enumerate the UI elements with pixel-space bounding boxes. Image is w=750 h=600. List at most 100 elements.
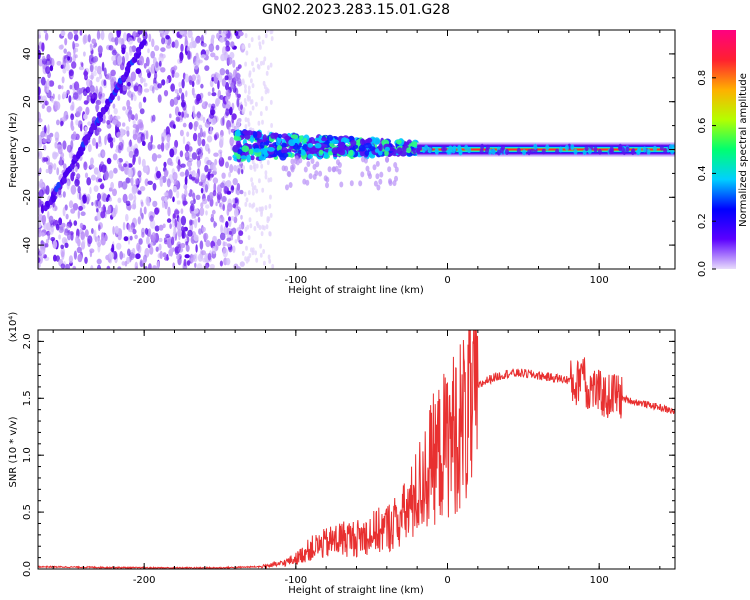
noise-speckle (66, 232, 72, 241)
noise-speckle (197, 253, 203, 262)
noise-speckle (97, 200, 102, 209)
noise-speckle (38, 198, 42, 208)
carrier-speckle (349, 180, 354, 187)
noise-speckle (246, 117, 250, 123)
noise-speckle (257, 120, 261, 126)
noise-speckle (140, 76, 144, 84)
y-tick-label: 1.0 (22, 447, 33, 463)
noise-speckle (70, 113, 75, 121)
heatmap-x-ticks: -200 -100 0 100 (52, 30, 661, 286)
noise-speckle (73, 30, 79, 35)
noise-speckle (83, 161, 88, 171)
noise-speckle (122, 86, 128, 91)
noise-speckle (225, 161, 229, 169)
noise-speckle (150, 234, 155, 241)
carrier-speckle (288, 139, 296, 147)
noise-speckle (163, 90, 169, 97)
noise-speckle (38, 86, 41, 96)
noise-speckle (219, 232, 226, 241)
noise-speckle (99, 184, 105, 190)
noise-speckle (190, 200, 195, 205)
noise-speckle (265, 105, 268, 111)
noise-speckle (43, 124, 47, 134)
noise-speckle (134, 128, 139, 137)
noise-speckle (232, 59, 236, 68)
noise-speckle (250, 78, 253, 84)
noise-speckle (89, 64, 94, 73)
noise-speckle (154, 45, 160, 52)
carrier-speckle (297, 149, 302, 154)
noise-speckle (205, 240, 211, 248)
carrier-speckle (235, 129, 241, 138)
noise-speckle (210, 216, 215, 223)
carrier-speckle (394, 166, 399, 173)
noise-speckle (117, 197, 122, 204)
noise-speckle (255, 163, 259, 169)
snr-plot-area (38, 330, 675, 569)
noise-speckle (161, 37, 166, 45)
noise-speckle (187, 158, 193, 163)
noise-speckle (42, 138, 48, 143)
carrier-speckle (609, 146, 614, 153)
noise-speckle (192, 132, 198, 142)
noise-speckle (137, 30, 143, 35)
noise-speckle (201, 250, 206, 256)
noise-speckle (224, 75, 229, 81)
carrier-speckle (327, 166, 332, 173)
noise-speckle (166, 78, 169, 84)
noise-speckle (128, 150, 134, 158)
noise-speckle (44, 33, 48, 41)
noise-speckle (179, 129, 184, 137)
noise-speckle (79, 191, 82, 201)
noise-speckle (240, 104, 244, 111)
noise-speckle (137, 37, 142, 43)
noise-speckle (117, 266, 122, 269)
noise-speckle (58, 217, 63, 226)
track-point (92, 123, 98, 131)
noise-speckle (134, 178, 139, 185)
noise-speckle (137, 190, 142, 195)
carrier-speckle (300, 149, 306, 155)
noise-speckle (213, 115, 219, 123)
noise-speckle (170, 236, 175, 246)
noise-speckle (212, 177, 219, 184)
noise-speckle (209, 79, 214, 88)
carrier-speckle (434, 147, 439, 154)
noise-speckle (121, 181, 128, 190)
noise-speckle (269, 99, 273, 105)
noise-speckle (268, 231, 272, 237)
noise-speckle (117, 95, 121, 101)
noise-speckle (230, 82, 235, 90)
noise-speckle (132, 157, 136, 166)
noise-speckle (60, 247, 65, 258)
noise-speckle (142, 78, 146, 83)
noise-speckle (166, 134, 171, 143)
carrier-speckle (303, 166, 308, 173)
noise-speckle (196, 263, 203, 269)
noise-speckle (214, 134, 218, 141)
noise-speckle (244, 117, 248, 123)
noise-speckle (180, 208, 184, 215)
noise-speckle (267, 65, 270, 71)
noise-speckle (197, 136, 202, 147)
noise-speckle (248, 202, 252, 208)
noise-speckle (169, 161, 174, 167)
noise-speckle (181, 92, 185, 102)
carrier-speckle (360, 138, 365, 146)
noise-speckle (133, 94, 137, 102)
noise-speckle (69, 104, 74, 111)
noise-speckle (131, 145, 135, 150)
noise-speckle (134, 148, 139, 157)
carrier-speckle (369, 146, 375, 151)
noise-speckle (96, 208, 99, 213)
noise-speckle (55, 223, 60, 231)
noise-speckle (65, 263, 70, 269)
noise-speckle (211, 87, 215, 93)
x-tick-label: 0 (444, 575, 450, 586)
noise-speckle (236, 120, 241, 127)
noise-speckle (182, 122, 187, 128)
noise-speckle (90, 72, 94, 81)
noise-speckle (260, 96, 264, 102)
carrier-speckle (584, 145, 589, 152)
noise-speckle (40, 130, 46, 138)
